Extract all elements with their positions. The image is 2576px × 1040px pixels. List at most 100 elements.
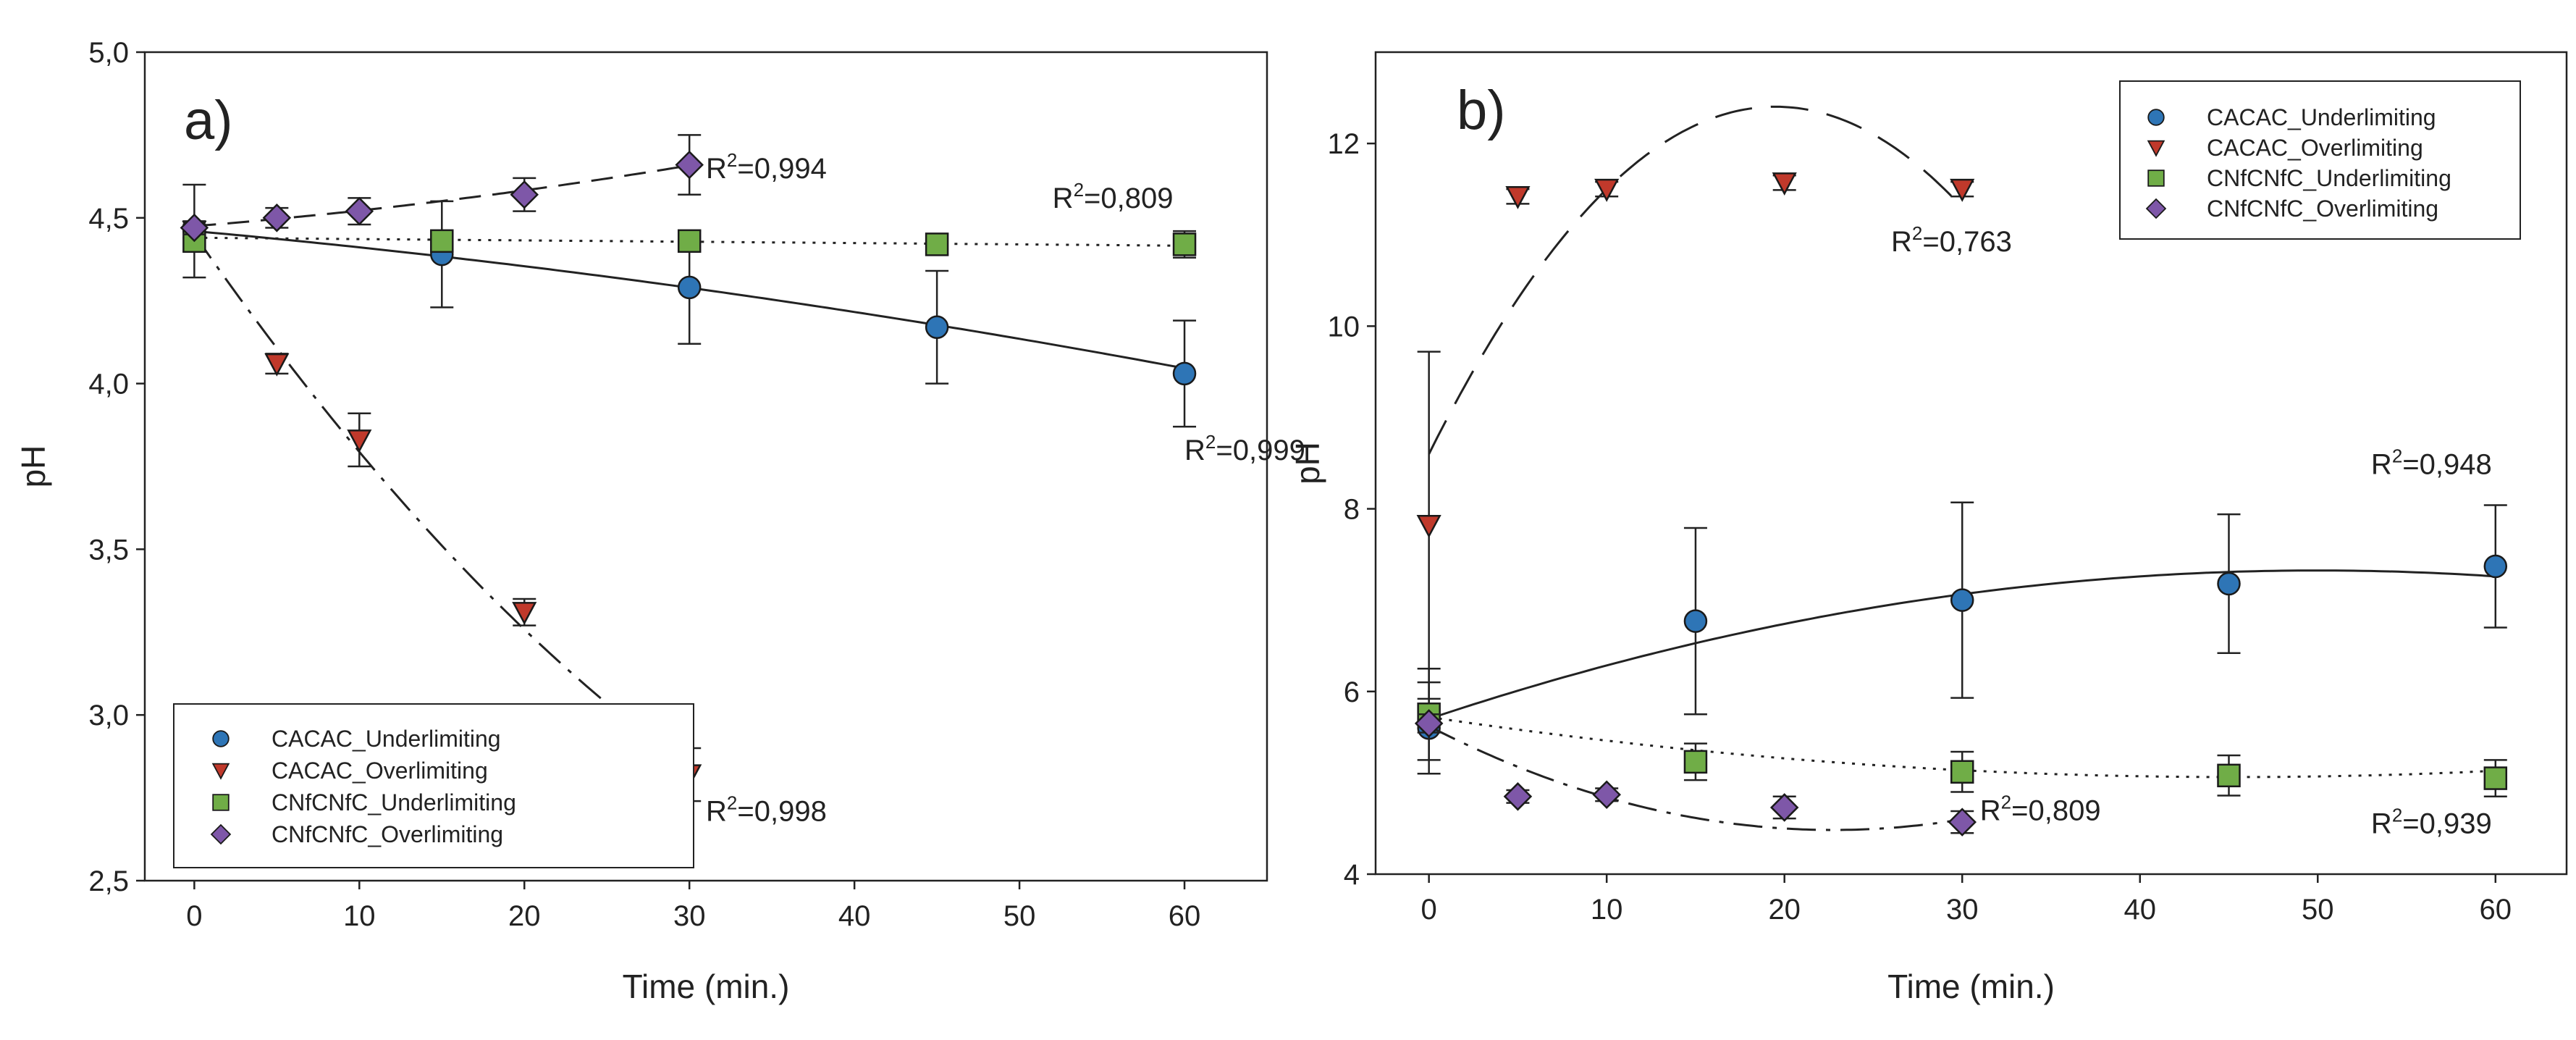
x-tick-label: 40 bbox=[2123, 894, 2156, 926]
legend-label: CNfCNfC_Overlimiting bbox=[2207, 196, 2438, 222]
data-point bbox=[1950, 760, 1974, 784]
data-point bbox=[1772, 172, 1797, 196]
plot-frame bbox=[143, 51, 1268, 882]
legend-marker bbox=[212, 730, 230, 747]
x-tick-label: 50 bbox=[2302, 894, 2334, 926]
legend-marker bbox=[2147, 109, 2165, 126]
x-tick-label: 20 bbox=[508, 900, 541, 932]
legend-marker bbox=[212, 794, 230, 811]
r-squared-label: R2=0,763 bbox=[1891, 222, 2012, 258]
r-squared-label: R2=0,809 bbox=[1980, 792, 2101, 827]
panel-a: 0 10 20 30 40 50 60 2,5 3,0 3,5 4,0 4,5 5,0 Time (min… bbox=[14, 37, 1305, 1005]
data-point bbox=[1505, 186, 1531, 209]
data-point bbox=[2483, 766, 2508, 790]
fit-line bbox=[194, 236, 1185, 247]
legend-label: CACAC_Overlimiting bbox=[2207, 135, 2423, 161]
y-axis-title: pH bbox=[14, 445, 52, 488]
data-point bbox=[2217, 763, 2241, 788]
panel-label: a) bbox=[184, 90, 233, 151]
data-point bbox=[510, 180, 539, 209]
r-squared-label: R2=0,994 bbox=[706, 149, 827, 185]
data-point bbox=[925, 315, 949, 340]
r-squared-label: R2=0,809 bbox=[1053, 179, 1174, 214]
x-axis-title: Time (min.) bbox=[623, 968, 790, 1005]
y-tick-label: 4 bbox=[1344, 859, 1360, 891]
y-axis-title: pH bbox=[1289, 442, 1326, 485]
data-point bbox=[1414, 709, 1444, 738]
legend: CACAC_Underlimiting CACAC_Overlimiting CNf… bbox=[2119, 80, 2521, 240]
data-point bbox=[430, 229, 454, 253]
series-CACAC_Underlimiting: R2=0,999 bbox=[182, 183, 1305, 466]
legend-box bbox=[2119, 80, 2521, 240]
fit-line bbox=[1428, 725, 1963, 831]
data-point bbox=[1948, 808, 1977, 836]
y-tick-label: 6 bbox=[1344, 676, 1360, 708]
series-CNfCNfC_Underlimiting: R2=0,939 bbox=[1417, 668, 2508, 839]
data-point bbox=[2217, 571, 2241, 596]
data-point bbox=[677, 229, 702, 253]
fit-line bbox=[193, 233, 691, 768]
x-tick-label: 60 bbox=[2480, 894, 2512, 926]
series-CNfCNfC_Underlimiting: R2=0,809 bbox=[182, 179, 1197, 259]
r-squared-label: R2=0,998 bbox=[706, 792, 827, 828]
y-tick-label: 10 bbox=[1328, 311, 1360, 343]
data-point bbox=[1683, 609, 1708, 633]
data-point bbox=[2483, 554, 2508, 579]
data-point bbox=[180, 213, 209, 243]
data-point bbox=[1683, 750, 1708, 774]
legend-marker bbox=[210, 823, 232, 845]
x-tick-label: 20 bbox=[1768, 894, 1801, 926]
y-tick-label: 3,0 bbox=[88, 700, 129, 731]
x-tick-label: 50 bbox=[1003, 900, 1036, 932]
legend-label: CACAC_Underlimiting bbox=[2207, 104, 2436, 130]
data-point bbox=[1594, 178, 1620, 202]
x-tick-label: 10 bbox=[343, 900, 376, 932]
data-point bbox=[677, 275, 702, 300]
data-point bbox=[345, 196, 374, 226]
series-CNfCNfC_Overlimiting: R2=0,809 bbox=[1414, 709, 2101, 836]
fit-line bbox=[1428, 105, 1963, 455]
y-tick-label: 3,5 bbox=[88, 534, 129, 566]
y-tick-label: 12 bbox=[1328, 128, 1360, 160]
data-point bbox=[1592, 780, 1621, 810]
legend-marker bbox=[2147, 140, 2165, 157]
x-tick-label: 60 bbox=[1169, 900, 1201, 932]
panel-b: 0 10 20 30 40 50 60 4 6 8 10 12 Time (min.) pH b) R2=0,… bbox=[1289, 51, 2568, 1005]
data-point bbox=[264, 353, 290, 377]
legend: CACAC_Underlimiting CACAC_Overlimiting CNf… bbox=[173, 703, 694, 868]
y-tick-label: 5,0 bbox=[88, 37, 129, 69]
legend-marker bbox=[211, 763, 230, 780]
data-point bbox=[675, 150, 704, 180]
legend-label: CNfCNfC_Underlimiting bbox=[272, 789, 516, 815]
data-point bbox=[1503, 782, 1533, 811]
x-tick-label: 30 bbox=[673, 900, 706, 932]
r-squared-label: R2=0,999 bbox=[1184, 431, 1305, 466]
y-tick-label: 8 bbox=[1344, 494, 1360, 526]
legend-marker bbox=[2147, 169, 2165, 187]
legend-label: CNfCNfC_Overlimiting bbox=[272, 821, 503, 847]
data-point bbox=[925, 232, 949, 256]
data-point bbox=[1172, 361, 1197, 386]
panel-label: b) bbox=[1457, 80, 1506, 141]
x-tick-label: 30 bbox=[1946, 894, 1979, 926]
x-tick-label: 40 bbox=[838, 900, 871, 932]
series-CACAC_Underlimiting: R2=0,948 bbox=[1417, 445, 2508, 775]
x-tick-label: 10 bbox=[1591, 894, 1623, 926]
y-tick-label: 4,0 bbox=[88, 369, 129, 401]
legend-label: CACAC_Underlimiting bbox=[272, 726, 501, 752]
data-point bbox=[262, 204, 292, 232]
legend-label: CACAC_Overlimiting bbox=[272, 758, 488, 784]
data-point bbox=[1416, 515, 1441, 538]
x-tick-label: 0 bbox=[1421, 894, 1437, 926]
data-point bbox=[1769, 793, 1799, 822]
data-point bbox=[1950, 178, 1975, 202]
legend-label: CNfCNfC_Underlimiting bbox=[2207, 165, 2451, 191]
series-CACAC_Overlimiting: R2=0,763 bbox=[1416, 105, 2012, 700]
y-tick-label: 2,5 bbox=[88, 865, 129, 897]
legend-box bbox=[173, 703, 694, 868]
data-point bbox=[347, 429, 372, 453]
data-point bbox=[512, 602, 537, 625]
r-squared-label: R2=0,939 bbox=[2371, 804, 2492, 839]
y-tick-label: 4,5 bbox=[88, 203, 129, 235]
